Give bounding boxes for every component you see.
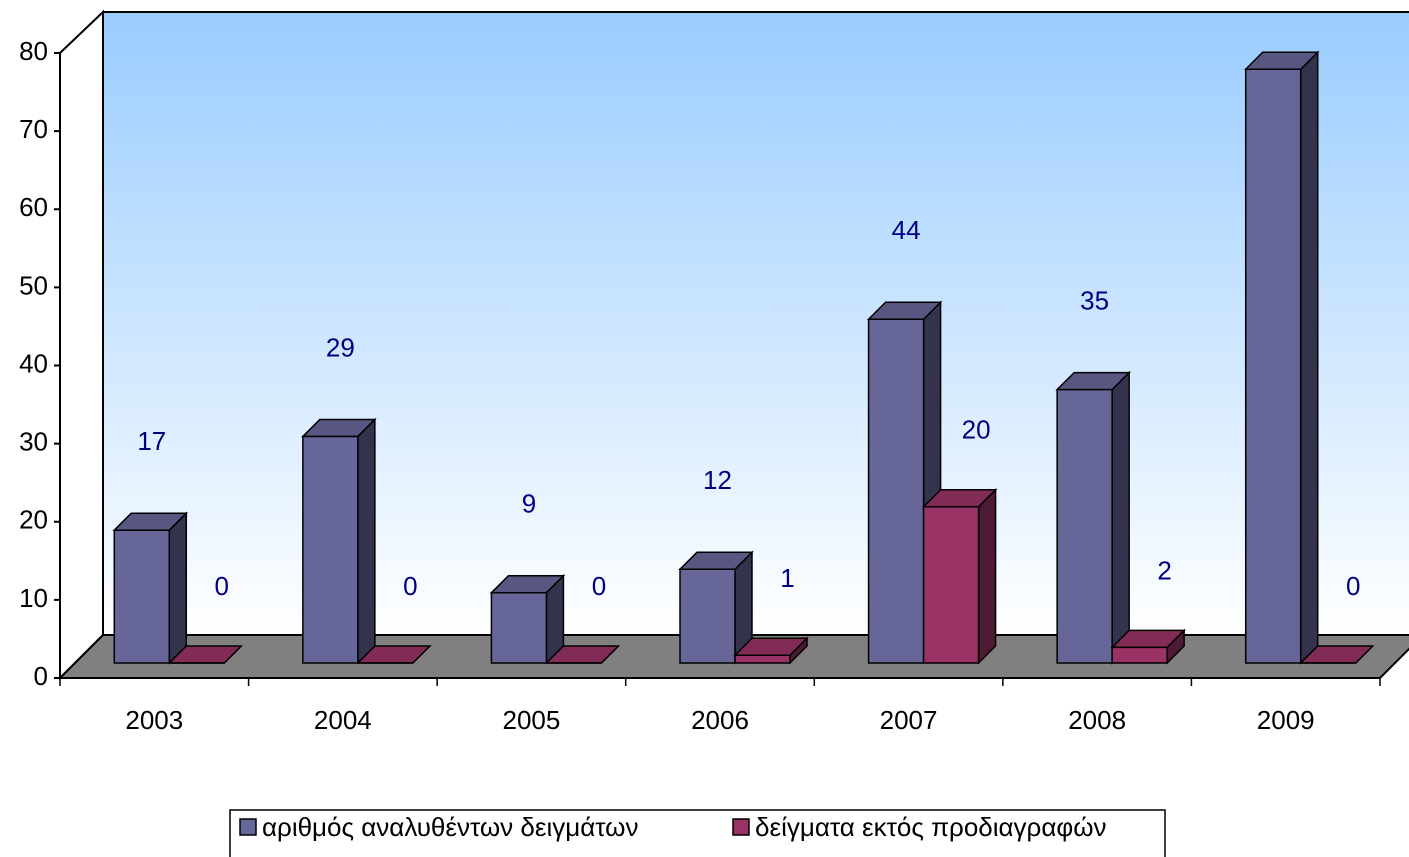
bar-face (357, 417, 376, 665)
value-label: 20 (962, 415, 991, 445)
y-tick-label: 40 (19, 348, 48, 378)
x-tick-label: 2005 (503, 705, 561, 735)
bar (489, 573, 566, 665)
bar (1298, 645, 1375, 664)
bar (301, 417, 377, 665)
bar-face (1111, 370, 1130, 665)
y-tick-label: 0 (34, 661, 48, 691)
y-tick-label: 10 (19, 583, 48, 613)
bar-face (1111, 646, 1168, 664)
y-tick-label: 60 (19, 192, 48, 222)
value-label: 2 (1157, 555, 1171, 585)
value-label: 29 (326, 332, 355, 362)
y-tick-label: 50 (19, 270, 48, 300)
bar-face (1299, 50, 1319, 665)
legend-box (229, 809, 1166, 857)
value-label: 17 (137, 426, 166, 456)
bar-face (490, 591, 548, 664)
y-tick-label: 30 (19, 427, 48, 457)
bar-face (1056, 388, 1113, 664)
y-tick-label: 20 (19, 505, 48, 535)
bar-face (922, 506, 980, 664)
bar (356, 645, 432, 664)
bar (921, 487, 998, 665)
legend-swatch (239, 818, 257, 836)
y-tick-label: 80 (19, 36, 48, 66)
bar-face (867, 318, 925, 664)
side-wall (59, 9, 104, 681)
x-tick-label: 2007 (880, 705, 938, 735)
bar (678, 550, 754, 665)
value-label: 9 (522, 489, 536, 519)
bar (1055, 370, 1131, 665)
bar-face (302, 435, 359, 664)
bar (167, 645, 244, 664)
back-wall (102, 11, 1409, 636)
x-tick-label: 2008 (1068, 705, 1126, 735)
value-label: 0 (1346, 571, 1360, 601)
y-tick-label: 70 (19, 114, 48, 144)
x-tick-label: 2003 (125, 705, 183, 735)
bar-face (734, 654, 791, 664)
value-label: 12 (703, 465, 732, 495)
bar-face (1244, 68, 1302, 664)
bar-face (679, 568, 736, 664)
bar (544, 645, 621, 664)
bar-face (977, 487, 997, 665)
bar (733, 636, 809, 665)
value-label: 44 (892, 215, 921, 245)
value-label: 0 (215, 571, 229, 601)
value-label: 1 (780, 563, 794, 593)
legend (229, 809, 1166, 857)
value-label: 0 (403, 571, 417, 601)
bar-face (168, 511, 188, 665)
bar (112, 511, 189, 665)
x-tick-label: 2009 (1257, 705, 1315, 735)
bar (1110, 628, 1186, 665)
legend-label: δείγματα εκτός προδιαγραφών (755, 812, 1107, 842)
legend-label: αριθμός αναλυθέντων δειγμάτων (262, 812, 638, 842)
x-tick-label: 2004 (314, 705, 372, 735)
bar-face (113, 529, 171, 664)
legend-swatch (732, 818, 750, 836)
x-tick-label: 2006 (691, 705, 749, 735)
value-label: 0 (592, 571, 606, 601)
value-label: 35 (1080, 285, 1109, 315)
bar (1243, 50, 1320, 665)
